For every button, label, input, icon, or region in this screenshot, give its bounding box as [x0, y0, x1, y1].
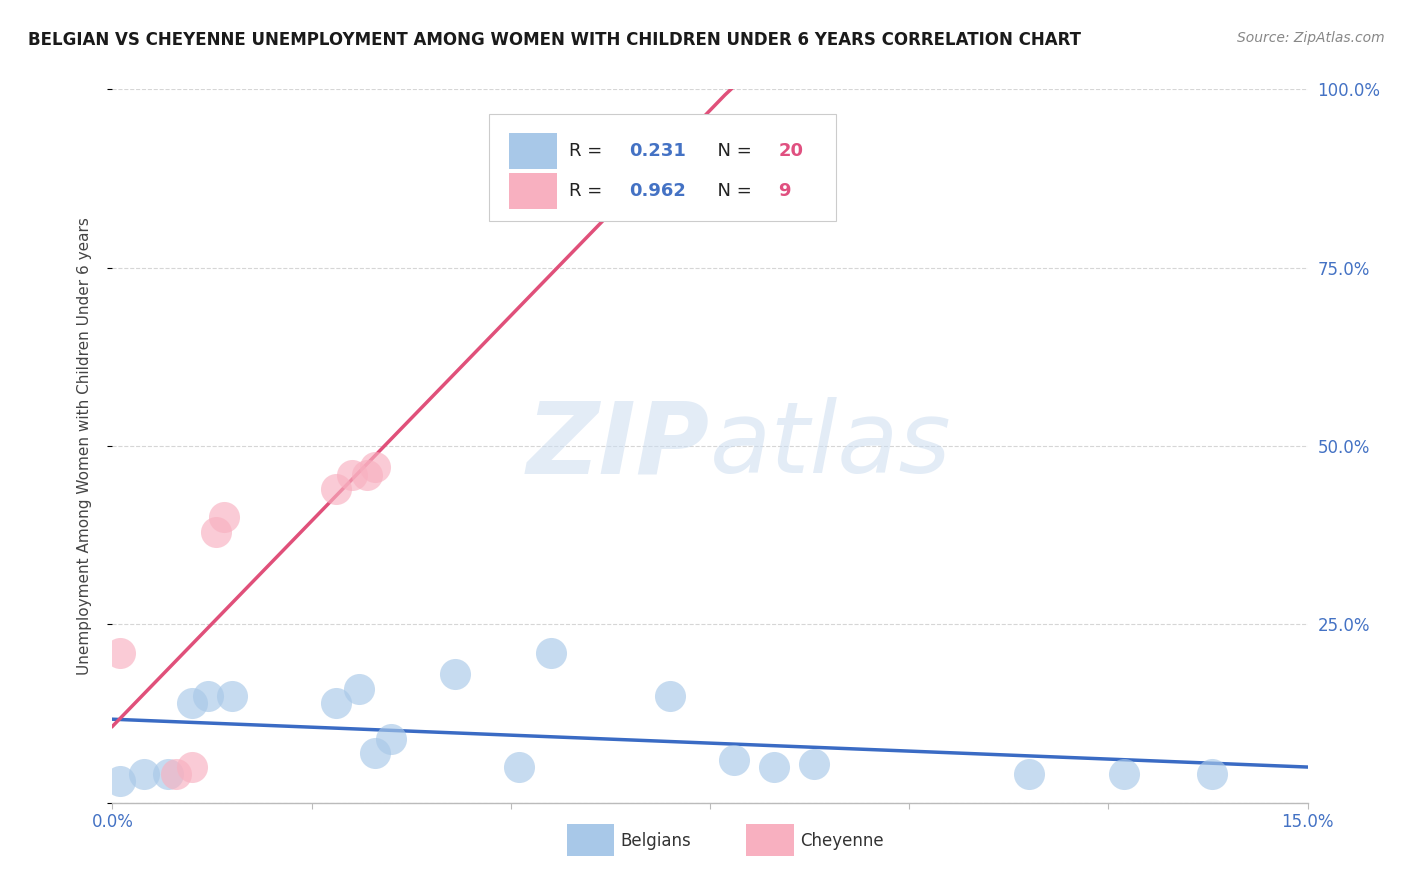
Point: [349, 681, 371, 696]
Point: [364, 746, 387, 760]
Point: [212, 510, 235, 524]
FancyBboxPatch shape: [509, 173, 557, 209]
Text: R =: R =: [569, 182, 607, 200]
Point: [444, 667, 467, 681]
Point: [221, 689, 243, 703]
Text: N =: N =: [706, 182, 758, 200]
Point: [540, 646, 562, 660]
Y-axis label: Unemployment Among Women with Children Under 6 years: Unemployment Among Women with Children U…: [77, 217, 91, 675]
Text: 0.231: 0.231: [628, 143, 686, 161]
Point: [723, 753, 745, 767]
Text: atlas: atlas: [710, 398, 952, 494]
Point: [659, 689, 682, 703]
Point: [356, 467, 378, 482]
Point: [1018, 767, 1040, 781]
Point: [340, 467, 363, 482]
Text: Belgians: Belgians: [620, 831, 692, 849]
FancyBboxPatch shape: [747, 824, 794, 856]
Text: Source: ZipAtlas.com: Source: ZipAtlas.com: [1237, 31, 1385, 45]
Text: R =: R =: [569, 143, 607, 161]
Text: 20: 20: [778, 143, 803, 161]
Text: Cheyenne: Cheyenne: [800, 831, 883, 849]
Point: [325, 482, 347, 496]
Point: [205, 524, 228, 539]
Point: [110, 774, 132, 789]
Point: [1114, 767, 1136, 781]
FancyBboxPatch shape: [567, 824, 614, 856]
Point: [134, 767, 156, 781]
Text: ZIP: ZIP: [527, 398, 710, 494]
Point: [197, 689, 219, 703]
Text: 0.962: 0.962: [628, 182, 686, 200]
Point: [181, 696, 204, 710]
Point: [165, 767, 187, 781]
Point: [1201, 767, 1223, 781]
Point: [364, 460, 387, 475]
Point: [110, 646, 132, 660]
Point: [157, 767, 180, 781]
Point: [762, 760, 785, 774]
FancyBboxPatch shape: [509, 134, 557, 169]
Text: N =: N =: [706, 143, 758, 161]
Text: BELGIAN VS CHEYENNE UNEMPLOYMENT AMONG WOMEN WITH CHILDREN UNDER 6 YEARS CORRELA: BELGIAN VS CHEYENNE UNEMPLOYMENT AMONG W…: [28, 31, 1081, 49]
Point: [181, 760, 204, 774]
Point: [803, 756, 825, 771]
Point: [508, 760, 530, 774]
Point: [325, 696, 347, 710]
Point: [380, 731, 402, 746]
FancyBboxPatch shape: [489, 114, 835, 221]
Text: 9: 9: [778, 182, 790, 200]
